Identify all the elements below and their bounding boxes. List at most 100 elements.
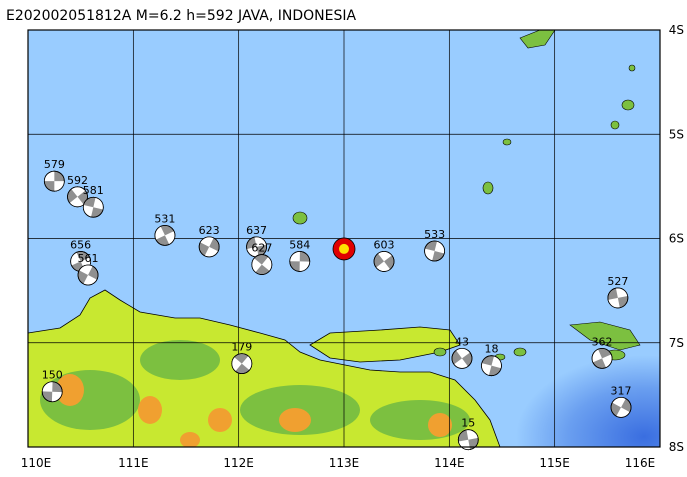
focal-mechanism [41,381,63,403]
ball-quadrant [458,439,471,450]
ball-quadrant [164,231,175,245]
ball-ring [591,347,613,369]
ball-quadrant [241,355,252,371]
ball-ring [67,186,88,208]
ball-quadrant [246,246,259,257]
ball-quadrant [592,349,603,363]
ball-ring [451,347,473,369]
ball-ring [424,240,445,262]
event-label: 43 [455,335,469,348]
focal-mechanism [231,353,253,375]
ball-quadrant [44,171,55,182]
focal-mechanism [451,347,473,369]
event-label: 581 [83,184,104,197]
ball-quadrant [54,181,65,192]
y-tick-label: 7S [669,336,684,350]
main-core [339,243,349,254]
y-tick-label: 8S [669,440,684,454]
madura [309,326,461,363]
ball-quadrant [376,261,391,272]
ball-quadrant [612,397,626,408]
ball-ring [77,264,99,286]
y-tick-label: 6S [669,232,684,246]
event-label: 592 [67,174,88,187]
ball-quadrant [289,251,300,262]
focal-mechanism [591,347,613,369]
ball-quadrant [466,429,479,440]
ball-quadrant [602,354,613,368]
deep-sea [500,345,660,447]
ball-ring [373,251,395,272]
ball-quadrant [70,252,81,266]
event-label: 656 [70,238,91,251]
ball-quadrant [42,381,53,392]
ball-ring [457,429,479,451]
event-label: 533 [424,228,445,241]
x-tick-label: 110E [21,456,52,470]
ball-ring [41,381,63,403]
x-tick-label: 115E [539,456,570,470]
event-label: 623 [199,224,220,237]
ball-quadrant [83,274,97,285]
ball-quadrant [71,186,86,197]
events [41,170,632,451]
focal-mechanism [481,355,502,377]
ball-ring [481,355,502,377]
ball-quadrant [200,236,214,247]
ball-quadrant [456,348,471,359]
event-label: 579 [44,158,65,171]
ball-ring [607,287,629,309]
focal-mechanism [82,196,104,218]
event-label: 317 [611,384,632,397]
event-label: 362 [592,335,613,348]
ball-ring [198,236,220,258]
ball-ring [289,251,311,272]
focal-mechanism [154,224,176,246]
ball-quadrant [615,287,628,298]
event-label: 584 [289,238,310,251]
event-label: 531 [154,212,175,225]
event-label: 561 [78,252,99,265]
event-label: 637 [246,224,267,237]
focal-mechanism [457,429,479,451]
ball-quadrant [608,297,620,308]
x-tick-label: 111E [118,456,149,470]
focal-mechanism [610,396,632,418]
focal-mechanism [373,251,395,272]
focal-mechanism [198,236,220,258]
x-tick-label: 114E [434,456,465,470]
ball-ring [82,196,104,218]
ball-quadrant [377,251,392,262]
focal-mechanism [67,186,88,208]
focal-mechanism [77,264,99,286]
y-tick-label: 4S [669,23,684,37]
ball-quadrant [93,197,104,210]
ball-ring [610,396,632,418]
ball-ring [43,170,65,192]
event-label: 179 [231,341,252,354]
x-tick-label: 113E [329,456,360,470]
event-label: 18 [484,343,498,356]
ball-ring [154,224,176,246]
ball-quadrant [261,256,272,271]
focal-mechanism [424,240,445,262]
ball-quadrant [79,264,93,275]
ball-quadrant [299,261,310,272]
event-label: 527 [607,275,628,288]
main-event [332,237,356,261]
ball-quadrant [69,196,84,207]
focal-mechanism [607,287,629,309]
ball-quadrant [251,258,262,273]
ball-quadrant [83,204,94,217]
focal-mechanism [289,251,311,272]
event-label: 627 [251,242,272,255]
map-title: E202002051812A M=6.2 h=592 JAVA, INDONES… [6,8,357,24]
ball-quadrant [434,241,445,254]
ball-quadrant [51,391,63,402]
y-tick-label: 5S [669,127,684,141]
focal-mechanism [251,254,273,275]
highland [56,374,452,447]
ball-ring [231,353,253,375]
ball-quadrant [616,407,630,418]
